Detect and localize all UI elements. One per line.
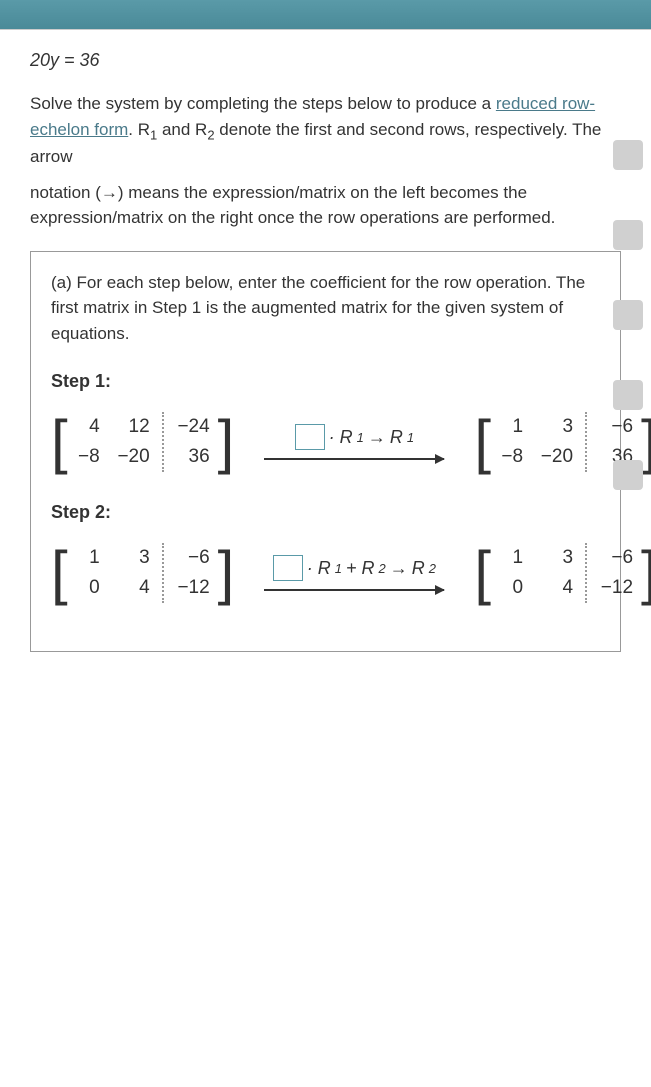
cell: 4 bbox=[68, 416, 108, 438]
cell: 3 bbox=[531, 547, 581, 569]
step1-label: Step 1: bbox=[51, 371, 600, 392]
step1-matrix-left: [ 4 12 −8 −20 −24 36 ] bbox=[51, 412, 234, 472]
op-text: · R bbox=[329, 427, 353, 448]
cell: −20 bbox=[531, 446, 581, 468]
sub: 2 bbox=[378, 561, 385, 576]
augment-divider bbox=[162, 412, 164, 472]
cell: 3 bbox=[108, 547, 158, 569]
op-text: R bbox=[412, 558, 425, 579]
tool-icon[interactable] bbox=[613, 380, 643, 410]
sub: 1 bbox=[357, 430, 364, 445]
sub: 2 bbox=[429, 561, 436, 576]
left-bracket: [ bbox=[51, 543, 68, 603]
cell: −6 bbox=[591, 547, 641, 569]
instruction-line2: notation (→) means the expression/matrix… bbox=[30, 180, 621, 231]
problem-box: (a) For each step below, enter the coeff… bbox=[30, 251, 621, 653]
right-bracket: ] bbox=[218, 543, 235, 603]
long-arrow-icon bbox=[264, 458, 444, 460]
cell: −12 bbox=[591, 577, 641, 599]
sidebar-tools bbox=[613, 140, 643, 490]
cell: 4 bbox=[108, 577, 158, 599]
step2-matrix-left: [ 1 3 0 4 −6 −12 ] bbox=[51, 543, 234, 603]
tool-icon[interactable] bbox=[613, 220, 643, 250]
tool-icon[interactable] bbox=[613, 140, 643, 170]
op-text: R bbox=[390, 427, 403, 448]
browser-tab-bar bbox=[0, 0, 651, 30]
op-plus: + R bbox=[346, 558, 375, 579]
main-content: 20y = 36 Solve the system by completing … bbox=[0, 30, 651, 672]
left-bracket: [ bbox=[474, 412, 491, 472]
step1-operation: · R1 → R1 bbox=[264, 424, 444, 460]
cell: 4 bbox=[531, 577, 581, 599]
augment-divider bbox=[585, 543, 587, 603]
step2-label: Step 2: bbox=[51, 502, 600, 523]
equation-fragment: 20y = 36 bbox=[30, 50, 621, 71]
arrow-icon: → bbox=[390, 558, 408, 579]
step2-row: [ 1 3 0 4 −6 −12 ] bbox=[51, 543, 600, 603]
cell: 0 bbox=[491, 577, 531, 599]
cell: −8 bbox=[491, 446, 531, 468]
tool-icon[interactable] bbox=[613, 300, 643, 330]
instruction-prefix: Solve the system by completing the steps… bbox=[30, 94, 496, 113]
right-bracket: ] bbox=[218, 412, 235, 472]
sub: 1 bbox=[335, 561, 342, 576]
part-a-text: (a) For each step below, enter the coeff… bbox=[51, 270, 600, 347]
sub-2: 2 bbox=[207, 127, 214, 142]
cell: 0 bbox=[68, 577, 108, 599]
augment-divider bbox=[585, 412, 587, 472]
op-text: · R bbox=[307, 558, 331, 579]
cell: 1 bbox=[491, 416, 531, 438]
cell: 12 bbox=[108, 416, 158, 438]
right-bracket: ] bbox=[641, 543, 651, 603]
step1-row: [ 4 12 −8 −20 −24 36 ] bbox=[51, 412, 600, 472]
arrow-icon: → bbox=[368, 427, 386, 448]
cell: −12 bbox=[168, 577, 218, 599]
instruction-mid: and R bbox=[157, 120, 207, 139]
instruction-suffix: . R bbox=[128, 120, 150, 139]
cell: −6 bbox=[168, 547, 218, 569]
instruction-line1: Solve the system by completing the steps… bbox=[30, 91, 621, 170]
step1-coefficient-input[interactable] bbox=[295, 424, 325, 450]
left-bracket: [ bbox=[474, 543, 491, 603]
cell: 36 bbox=[168, 446, 218, 468]
sub: 1 bbox=[407, 430, 414, 445]
long-arrow-icon bbox=[264, 589, 444, 591]
step2-matrix-right: [ 1 3 0 4 −6 −12 ] bbox=[474, 543, 651, 603]
step2-operation: · R1 + R2 → R2 bbox=[264, 555, 444, 591]
step2-coefficient-input[interactable] bbox=[273, 555, 303, 581]
cell: 3 bbox=[531, 416, 581, 438]
cell: 1 bbox=[68, 547, 108, 569]
tool-icon[interactable] bbox=[613, 460, 643, 490]
cell: −8 bbox=[68, 446, 108, 468]
augment-divider bbox=[162, 543, 164, 603]
cell: 1 bbox=[491, 547, 531, 569]
cell: −20 bbox=[108, 446, 158, 468]
cell: −24 bbox=[168, 416, 218, 438]
left-bracket: [ bbox=[51, 412, 68, 472]
